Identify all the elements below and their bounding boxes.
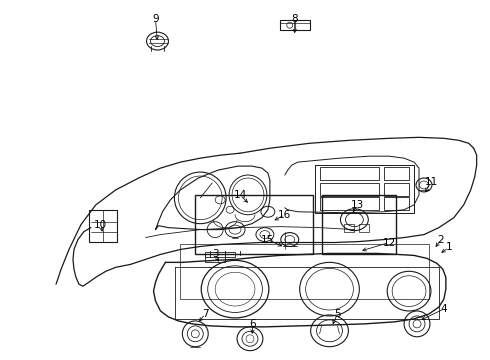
Text: 8: 8 (292, 14, 298, 24)
Text: 3: 3 (212, 249, 219, 260)
Bar (319, 197, 379, 210)
Text: 11: 11 (424, 177, 438, 187)
Bar (384, 183, 409, 196)
Bar (384, 197, 409, 210)
Text: 5: 5 (334, 309, 341, 319)
Bar (384, 167, 409, 180)
Bar (319, 183, 379, 196)
Text: 14: 14 (233, 190, 246, 200)
Text: 1: 1 (445, 243, 452, 252)
Bar (180, 243, 429, 299)
Text: 12: 12 (383, 238, 396, 248)
Text: 9: 9 (152, 14, 159, 24)
Bar (205, 255, 225, 262)
Bar (280, 20, 310, 30)
Text: 13: 13 (351, 200, 364, 210)
Bar (359, 224, 369, 231)
Bar (196, 195, 313, 255)
Bar (319, 167, 379, 180)
Bar (89, 210, 117, 242)
Text: 7: 7 (202, 309, 209, 319)
Text: 6: 6 (249, 319, 256, 329)
Bar (344, 224, 354, 231)
Text: 4: 4 (441, 304, 447, 314)
Text: 2: 2 (438, 234, 444, 244)
Text: 16: 16 (278, 210, 292, 220)
Bar (321, 195, 396, 255)
Bar (205, 252, 235, 257)
Text: 15: 15 (261, 234, 274, 244)
Text: 10: 10 (94, 220, 107, 230)
